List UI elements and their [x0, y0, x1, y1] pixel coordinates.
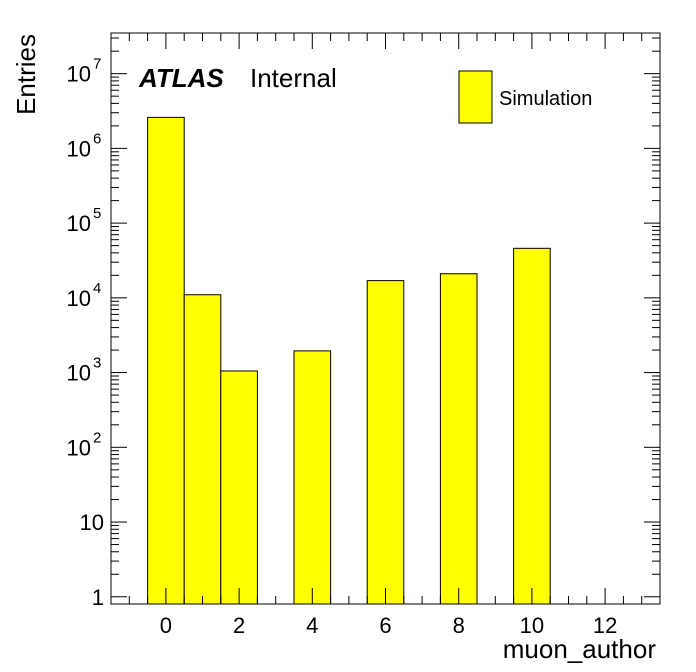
y-tick-base: 10 — [80, 510, 104, 535]
bar-0 — [147, 116, 185, 605]
y-tick-label-10: 10 — [80, 510, 104, 535]
x-tick-label-10: 10 — [520, 613, 544, 638]
legend-swatch — [458, 70, 493, 124]
y-tick-base: 10 — [67, 361, 91, 386]
y-tick-exponent: 6 — [93, 130, 101, 147]
bars-layer — [147, 116, 551, 605]
y-tick-label-100000: 10 5 — [67, 205, 102, 236]
y-tick-label-10000000: 10 7 — [67, 56, 102, 87]
bar-8 — [439, 273, 478, 605]
y-tick-label-1000: 10 3 — [67, 355, 102, 386]
y-tick-label-100: 10 2 — [67, 429, 102, 460]
x-tick-label-4: 4 — [306, 613, 318, 638]
y-tick-base: 10 — [67, 136, 91, 161]
x-tick-label-12: 12 — [593, 613, 617, 638]
y-tick-label-1000000: 10 6 — [67, 130, 102, 161]
y-axis-label: Entries — [11, 34, 41, 115]
bar-2 — [220, 370, 258, 605]
y-tick-base: 1 — [92, 585, 104, 610]
x-tick-label-8: 8 — [453, 613, 465, 638]
legend-entry-simulation: Simulation — [499, 88, 592, 110]
y-tick-base: 10 — [67, 286, 91, 311]
y-tick-label-10000: 10 4 — [67, 280, 102, 311]
x-tick-label-2: 2 — [233, 613, 245, 638]
bar-1 — [183, 294, 222, 605]
x-tick-label-0: 0 — [160, 613, 172, 638]
internal-label: Internal — [250, 63, 337, 93]
y-tick-base: 10 — [67, 62, 91, 87]
atlas-label: ATLAS — [138, 63, 224, 93]
y-tick-label-1: 1 — [92, 585, 104, 610]
x-tick-label-6: 6 — [379, 613, 391, 638]
bar-10 — [513, 247, 551, 605]
y-tick-exponent: 5 — [93, 205, 101, 222]
y-tick-base: 10 — [67, 211, 91, 236]
bar-4 — [293, 350, 332, 605]
y-tick-exponent: 7 — [93, 56, 101, 73]
y-tick-exponent: 3 — [93, 355, 101, 372]
y-tick-exponent: 2 — [93, 429, 101, 446]
y-tick-exponent: 4 — [93, 280, 101, 297]
y-tick-base: 10 — [67, 435, 91, 460]
bar-6 — [366, 280, 405, 605]
x-axis-label: muon_author — [503, 634, 657, 664]
